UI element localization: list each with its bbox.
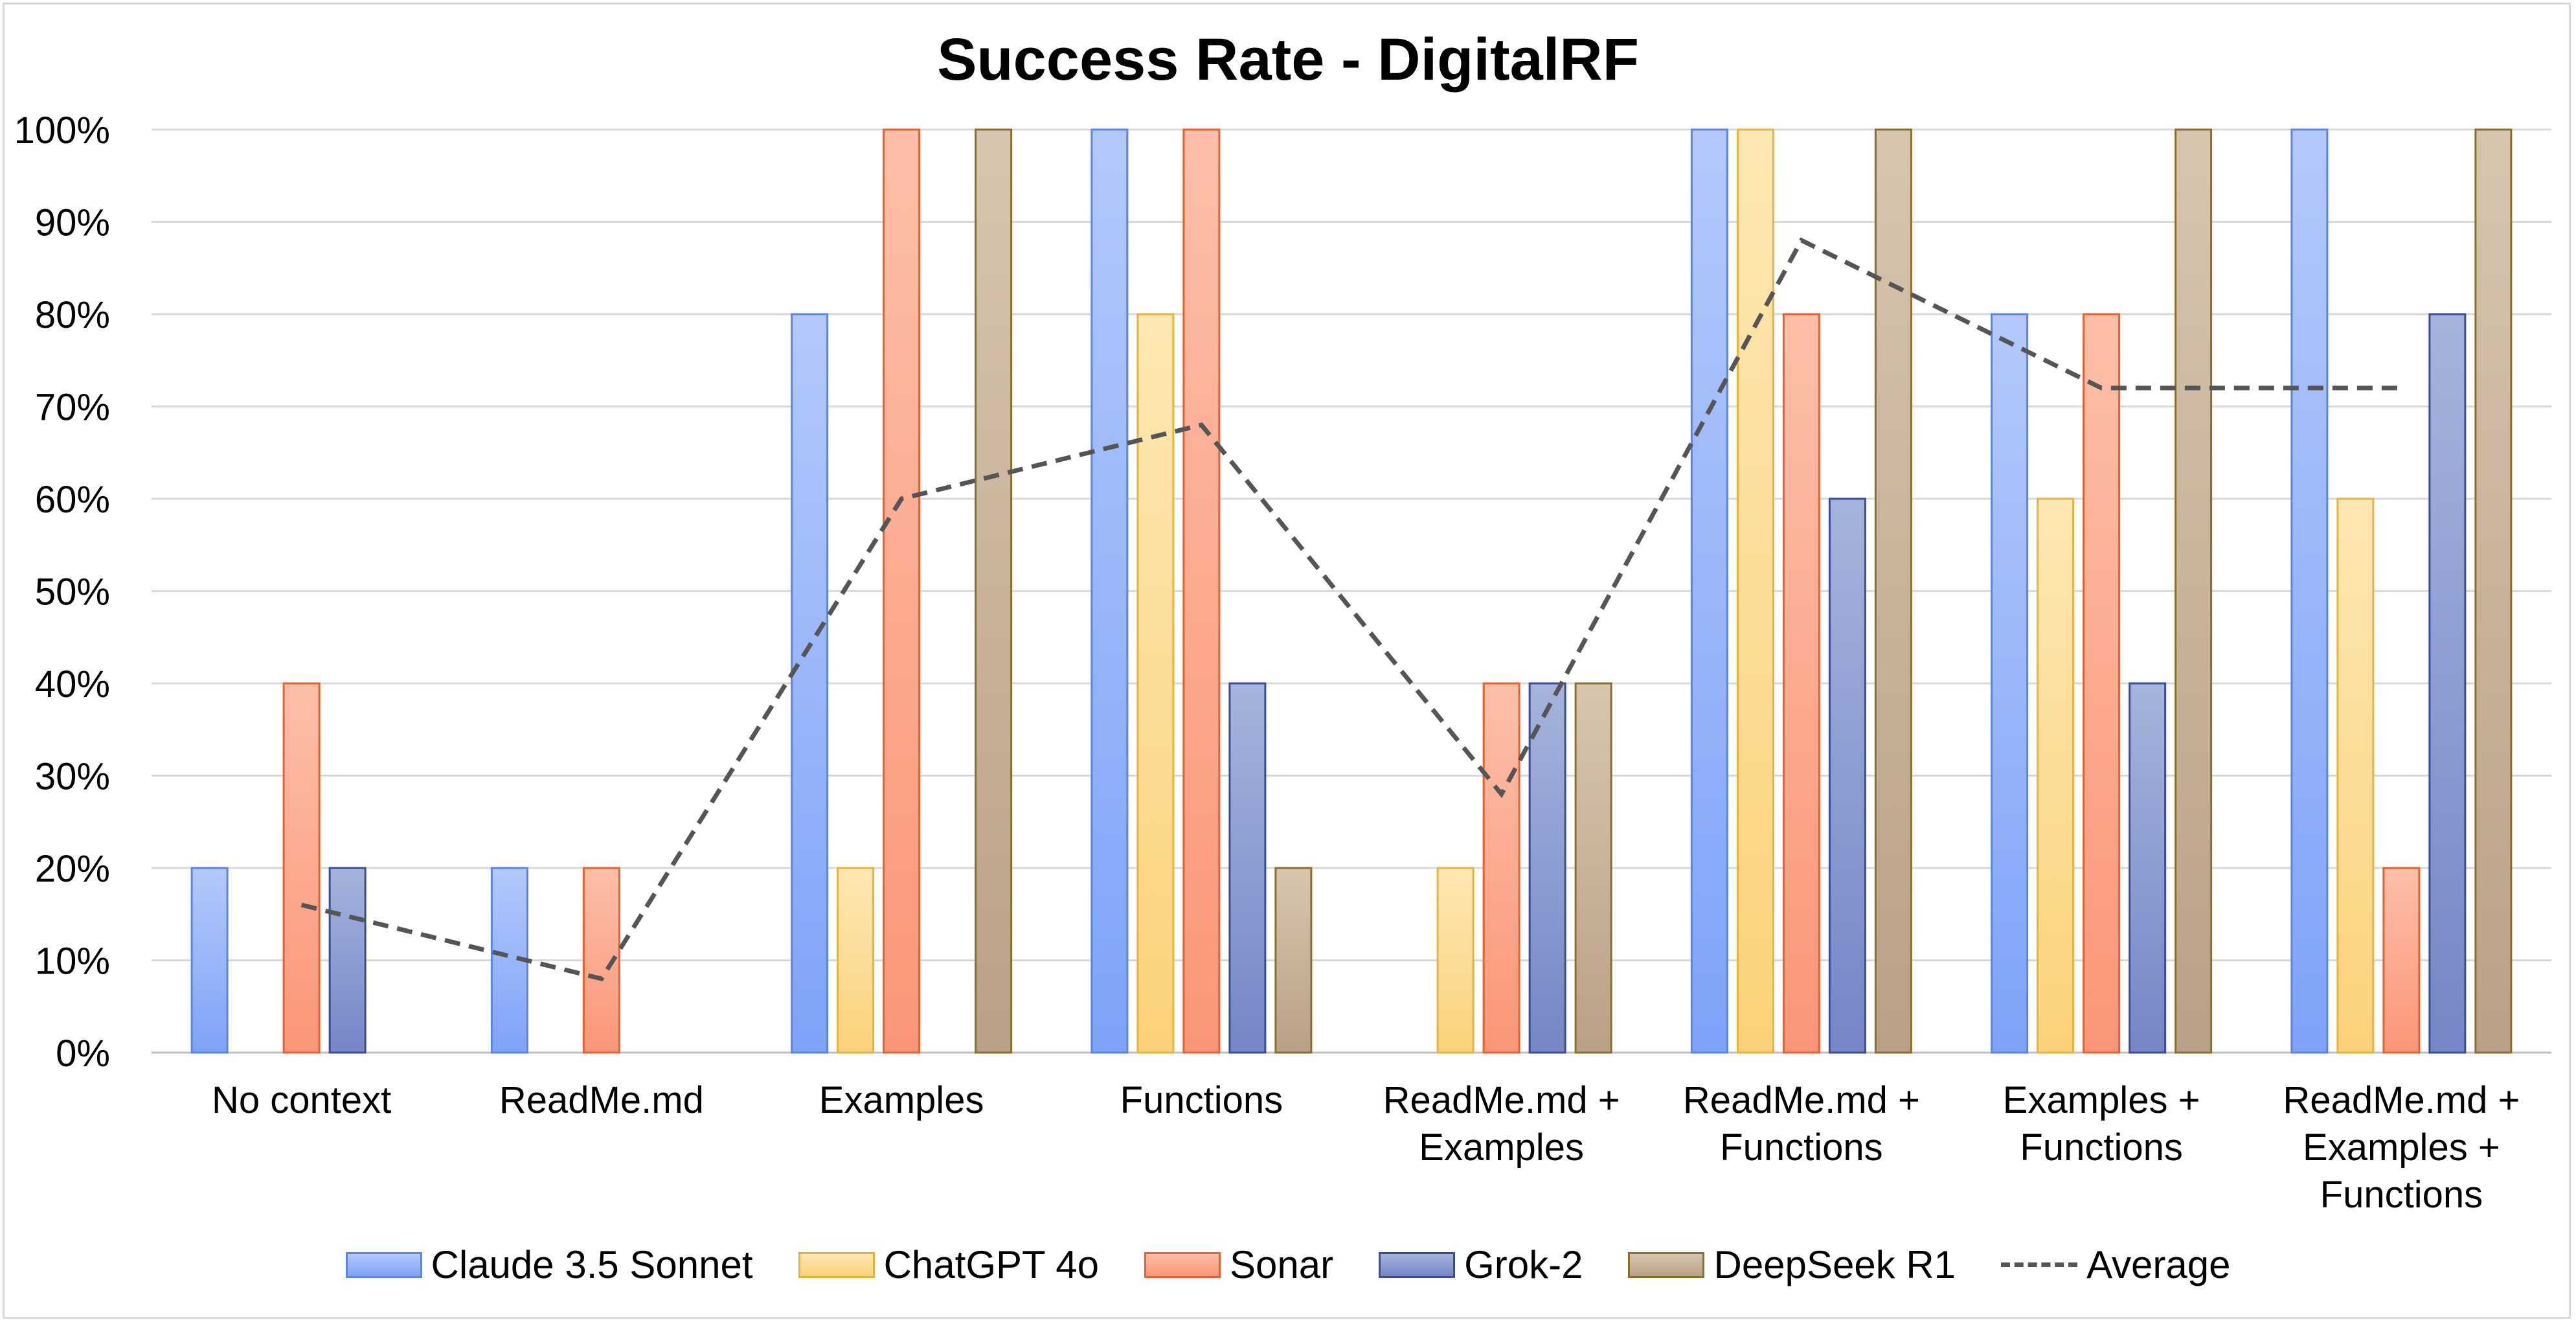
bar	[1136, 313, 1175, 1054]
legend-label: Sonar	[1230, 1243, 1334, 1286]
bar	[1828, 497, 1866, 1054]
y-tick-label: 10%	[35, 941, 110, 983]
x-tick-label: ReadMe.md	[499, 1079, 704, 1121]
y-tick-label: 40%	[35, 663, 110, 705]
average-line	[300, 237, 2402, 982]
legend: Claude 3.5 Sonnet ChatGPT 4o Sonar Grok-2 De…	[0, 1242, 2576, 1287]
legend-label: Grok-2	[1464, 1243, 1583, 1286]
legend-label: Average	[2086, 1243, 2231, 1286]
legend-label: DeepSeek R1	[1713, 1243, 1956, 1286]
bar	[1736, 128, 1774, 1054]
bar	[190, 867, 229, 1054]
bar	[2474, 128, 2513, 1054]
bar	[1991, 313, 2029, 1054]
chart-title: Success Rate - DigitalRF	[937, 27, 1639, 93]
bar	[1574, 682, 1612, 1054]
legend-label: Claude 3.5 Sonnet	[431, 1243, 753, 1286]
x-tick-label: Examples	[819, 1079, 984, 1121]
bar	[1782, 313, 1820, 1054]
bar	[1874, 128, 1912, 1054]
bar	[1090, 128, 1129, 1054]
bar	[2428, 313, 2467, 1054]
bar	[1528, 682, 1566, 1054]
bar	[1182, 128, 1221, 1054]
x-tick-label: ReadMe.md + Examples	[1383, 1079, 1620, 1169]
bar	[2083, 313, 2121, 1054]
bar	[2382, 867, 2421, 1054]
y-tick-label: 80%	[35, 294, 110, 336]
legend-swatch	[798, 1251, 875, 1278]
x-tick-label: Functions	[1120, 1079, 1283, 1121]
legend-swatch	[2001, 1262, 2078, 1267]
legend-swatch	[345, 1251, 422, 1278]
legend-label: ChatGPT 4o	[883, 1243, 1099, 1286]
bar	[2290, 128, 2329, 1054]
bar	[1228, 682, 1267, 1054]
bar	[1274, 867, 1313, 1054]
y-tick-label: 20%	[35, 848, 110, 890]
bar	[2129, 682, 2167, 1054]
legend-swatch	[1144, 1251, 1221, 1278]
y-tick-label: 0%	[56, 1033, 110, 1075]
x-tick-label: ReadMe.md + Functions	[1683, 1079, 1920, 1169]
y-tick-label: 90%	[35, 202, 110, 244]
bar	[328, 867, 367, 1054]
bar	[2175, 128, 2213, 1054]
bar	[1436, 867, 1474, 1054]
bar	[1690, 128, 1728, 1054]
x-tick-label: ReadMe.md + Examples + Functions	[2283, 1079, 2520, 1216]
x-tick-label: No context	[212, 1079, 391, 1121]
legend-item: DeepSeek R1	[1628, 1242, 1956, 1287]
y-tick-label: 100%	[14, 109, 110, 152]
y-tick-label: 50%	[35, 571, 110, 613]
x-tick-label: Examples + Functions	[2003, 1079, 2200, 1169]
y-tick-label: 70%	[35, 387, 110, 429]
bar	[791, 313, 829, 1054]
legend-item: Sonar	[1144, 1242, 1333, 1287]
legend-swatch	[1379, 1251, 1456, 1278]
legend-item: ChatGPT 4o	[798, 1242, 1099, 1287]
y-tick-label: 30%	[35, 756, 110, 798]
bar	[2336, 497, 2375, 1054]
legend-item: Claude 3.5 Sonnet	[345, 1242, 753, 1287]
bar	[282, 682, 321, 1054]
legend-item: Grok-2	[1379, 1242, 1583, 1287]
bar	[837, 867, 875, 1054]
legend-item: Average	[2001, 1242, 2230, 1287]
bar	[2037, 497, 2075, 1054]
bar	[883, 128, 921, 1054]
bar	[975, 128, 1013, 1054]
legend-swatch	[1628, 1251, 1705, 1278]
y-tick-label: 60%	[35, 479, 110, 521]
bar	[1482, 682, 1520, 1054]
